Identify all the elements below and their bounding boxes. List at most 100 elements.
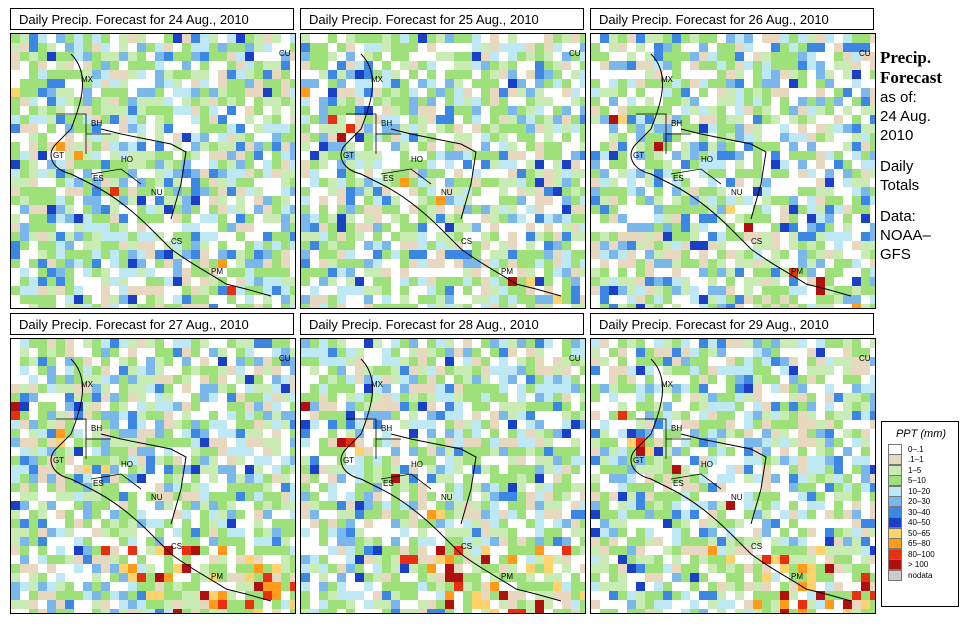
legend-label: 10–20 (908, 486, 931, 496)
country-label: BH (91, 119, 102, 128)
totals-label: Totals (880, 177, 920, 194)
legend-label: 50–65 (908, 528, 931, 538)
precip-map: CU MX BH GT HO ES NU CS PM (300, 33, 586, 309)
forecast-panel-1: Daily Precip. Forecast for 24 Aug., 2010… (10, 8, 296, 309)
country-label: NU (731, 188, 743, 197)
legend-title: PPT (mm) (895, 428, 947, 440)
legend-swatch (888, 517, 902, 529)
legend-item: 20–30 (888, 496, 954, 508)
forecast-panel-3: Daily Precip. Forecast for 26 Aug., 2010… (590, 8, 876, 309)
precip-grid: CU MX BH GT HO ES NU CS PM (591, 339, 875, 613)
legend-item: .1–1 (888, 454, 954, 466)
country-label: PM (211, 572, 223, 581)
country-label: HO (411, 460, 423, 469)
legend-swatch (888, 548, 902, 560)
legend-swatch (888, 527, 902, 539)
country-label: NU (441, 188, 453, 197)
precip-map: CU MX BH GT HO ES NU CS PM (590, 338, 876, 614)
country-label: NU (731, 493, 743, 502)
country-label: MX (81, 75, 94, 84)
country-label: HO (701, 460, 713, 469)
legend-label: 1–5 (908, 465, 922, 475)
legend-swatch (888, 443, 902, 455)
precip-grid: CU MX BH GT HO ES NU CS PM (591, 34, 875, 308)
country-label: GT (53, 151, 64, 160)
country-label: CU (859, 354, 871, 363)
country-label: ES (383, 479, 394, 488)
legend-swatch (888, 538, 902, 550)
legend-item: 10–20 (888, 485, 954, 497)
country-label: NU (151, 188, 163, 197)
forecast-panel-5: Daily Precip. Forecast for 28 Aug., 2010… (300, 313, 586, 614)
legend-swatch (888, 454, 902, 466)
country-label: GT (633, 151, 644, 160)
country-label: PM (211, 267, 223, 276)
daily-label: Daily (880, 158, 914, 175)
legend-swatch (888, 496, 902, 508)
country-label: PM (791, 572, 803, 581)
legend-swatch (888, 485, 902, 497)
country-label: MX (661, 380, 674, 389)
country-label: GT (343, 151, 354, 160)
country-label: NU (441, 493, 453, 502)
precip-map: CU MX BH GT HO ES NU CS PM (10, 338, 296, 614)
legend-label: nodata (908, 570, 933, 580)
precip-map: CU MX BH GT HO ES NU CS PM (590, 33, 876, 309)
country-label: MX (371, 380, 384, 389)
country-label: ES (673, 174, 684, 183)
country-label: CS (171, 237, 182, 246)
panel-title: Daily Precip. Forecast for 29 Aug., 2010 (590, 313, 874, 335)
country-label: HO (121, 460, 133, 469)
asof-year: 2010 (880, 127, 914, 144)
legend-item: 1–5 (888, 464, 954, 476)
legend-swatch (888, 464, 902, 476)
country-label: MX (81, 380, 94, 389)
asof-label: as of: (880, 89, 917, 106)
legend-label: 40–50 (908, 518, 931, 528)
country-label: ES (93, 174, 104, 183)
precip-grid: CU MX BH GT HO ES NU CS PM (301, 339, 585, 613)
legend-swatch (888, 569, 902, 581)
precip-grid: CU MX BH GT HO ES NU CS PM (301, 34, 585, 308)
sidebar-title-line2: Forecast (880, 68, 942, 87)
panel-title: Daily Precip. Forecast for 25 Aug., 2010 (300, 8, 584, 30)
legend-item: > 100 (888, 559, 954, 571)
country-label: CS (171, 542, 182, 551)
country-label: ES (383, 174, 394, 183)
country-label: BH (381, 424, 392, 433)
country-label: PM (791, 267, 803, 276)
legend-label: 80–100 (908, 549, 935, 559)
legend-item: 40–50 (888, 517, 954, 529)
country-label: CU (279, 354, 291, 363)
country-label: CU (569, 49, 581, 58)
country-label: CS (751, 542, 762, 551)
forecast-panel-4: Daily Precip. Forecast for 27 Aug., 2010… (10, 313, 296, 614)
country-label: HO (701, 155, 713, 164)
country-label: ES (673, 479, 684, 488)
country-label: PM (501, 267, 513, 276)
legend-label: 0–.1 (908, 444, 924, 454)
panel-title: Daily Precip. Forecast for 26 Aug., 2010 (590, 8, 874, 30)
country-label: CU (279, 49, 291, 58)
country-label: PM (501, 572, 513, 581)
legend-label: 5–10 (908, 476, 926, 486)
country-label: HO (411, 155, 423, 164)
sidebar-title-line1: Precip. (880, 48, 932, 67)
country-label: BH (381, 119, 392, 128)
precip-map: CU MX BH GT HO ES NU CS PM (300, 338, 586, 614)
legend-item: nodata (888, 569, 954, 581)
country-label: GT (343, 456, 354, 465)
legend-label: .1–1 (908, 455, 924, 465)
country-label: CU (859, 49, 871, 58)
precip-grid: CU MX BH GT HO ES NU CS PM (11, 34, 295, 308)
country-label: MX (371, 75, 384, 84)
country-label: BH (671, 119, 682, 128)
country-label: CS (751, 237, 762, 246)
country-label: MX (661, 75, 674, 84)
data-source-1: NOAA– (880, 227, 931, 244)
legend-label: > 100 (908, 560, 929, 570)
legend-swatch (888, 559, 902, 571)
country-label: GT (633, 456, 644, 465)
data-source-2: GFS (880, 246, 911, 263)
country-label: ES (93, 479, 104, 488)
